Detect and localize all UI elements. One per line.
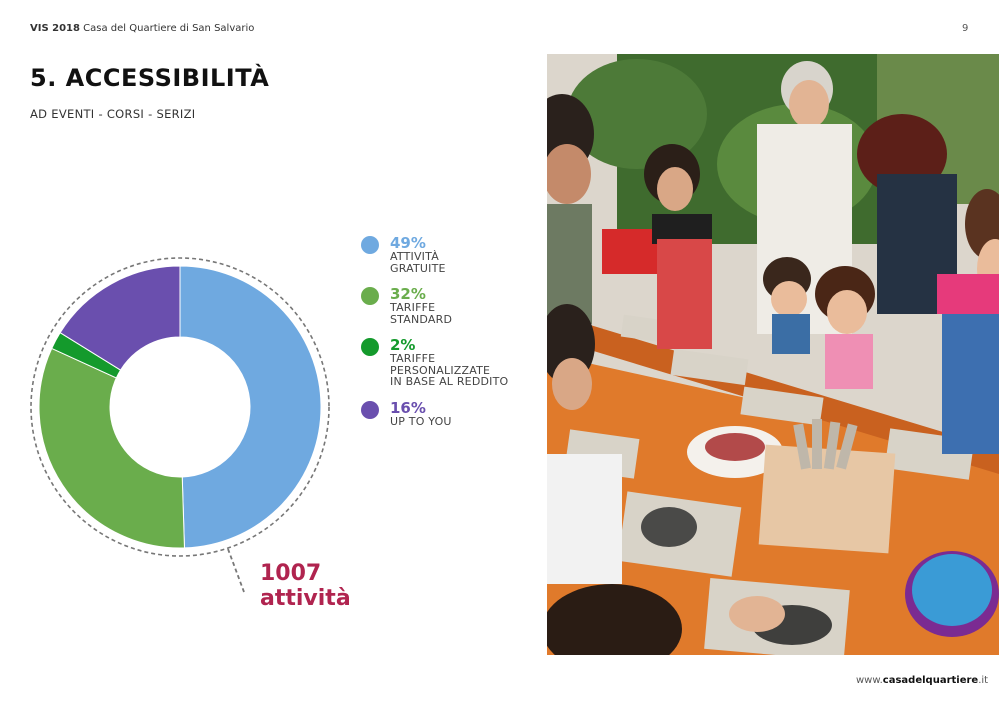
donut-slice [38, 347, 185, 549]
legend-dot [361, 287, 379, 305]
legend-label: TARIFFE PERSONALIZZATE IN BASE AL REDDIT… [390, 352, 509, 388]
legend-item: 16% UP TO YOU [361, 400, 508, 428]
dashed-outline [30, 257, 330, 557]
photo-illustration [547, 54, 999, 655]
page-number: 9 [962, 23, 969, 34]
legend-value: 16% [390, 398, 426, 417]
section-title: 5. ACCESSIBILITÀ [30, 64, 270, 92]
page-header: VIS 2018 Casa del Quartiere di San Salva… [30, 23, 254, 34]
header-brand: VIS 2018 [30, 23, 80, 34]
donut-chart [30, 257, 330, 593]
chart-legend: 49% ATTIVITÀ GRATUITE 32% TARIFFE STANDA… [361, 235, 508, 439]
legend-dot [361, 400, 379, 419]
legend-value: 49% [390, 234, 426, 252]
workshop-photo [547, 54, 999, 655]
header-subtitle: Casa del Quartiere di San Salvario [83, 23, 255, 34]
url-domain: casadelquartiere [882, 675, 979, 686]
url-suffix: .it [978, 675, 989, 686]
url-prefix: www. [856, 675, 883, 686]
legend-value: 32% [390, 285, 426, 303]
legend-item: 32% TARIFFE STANDARD [361, 286, 508, 325]
total-unit: attività [260, 586, 351, 611]
legend-item: 49% ATTIVITÀ GRATUITE [361, 235, 508, 274]
donut-slice [179, 265, 322, 549]
section-subtitle: AD EVENTI - CORSI - SERIZI [30, 107, 196, 121]
total-number: 1007 [260, 561, 322, 586]
legend-dot [361, 236, 379, 254]
legend-label: ATTIVITÀ GRATUITE [390, 250, 446, 275]
legend-dot [361, 338, 379, 356]
total-activities: 1007 attività [260, 561, 351, 611]
legend-value: 2% [390, 336, 416, 354]
legend-item: 2% TARIFFE PERSONALIZZATE IN BASE AL RED… [361, 337, 508, 388]
website-url[interactable]: www.casadelquartiere.it [856, 675, 988, 686]
total-leader-line [227, 548, 245, 593]
legend-label: TARIFFE STANDARD [390, 301, 453, 326]
donut-slice [59, 265, 181, 371]
legend-label: UP TO YOU [390, 414, 452, 428]
